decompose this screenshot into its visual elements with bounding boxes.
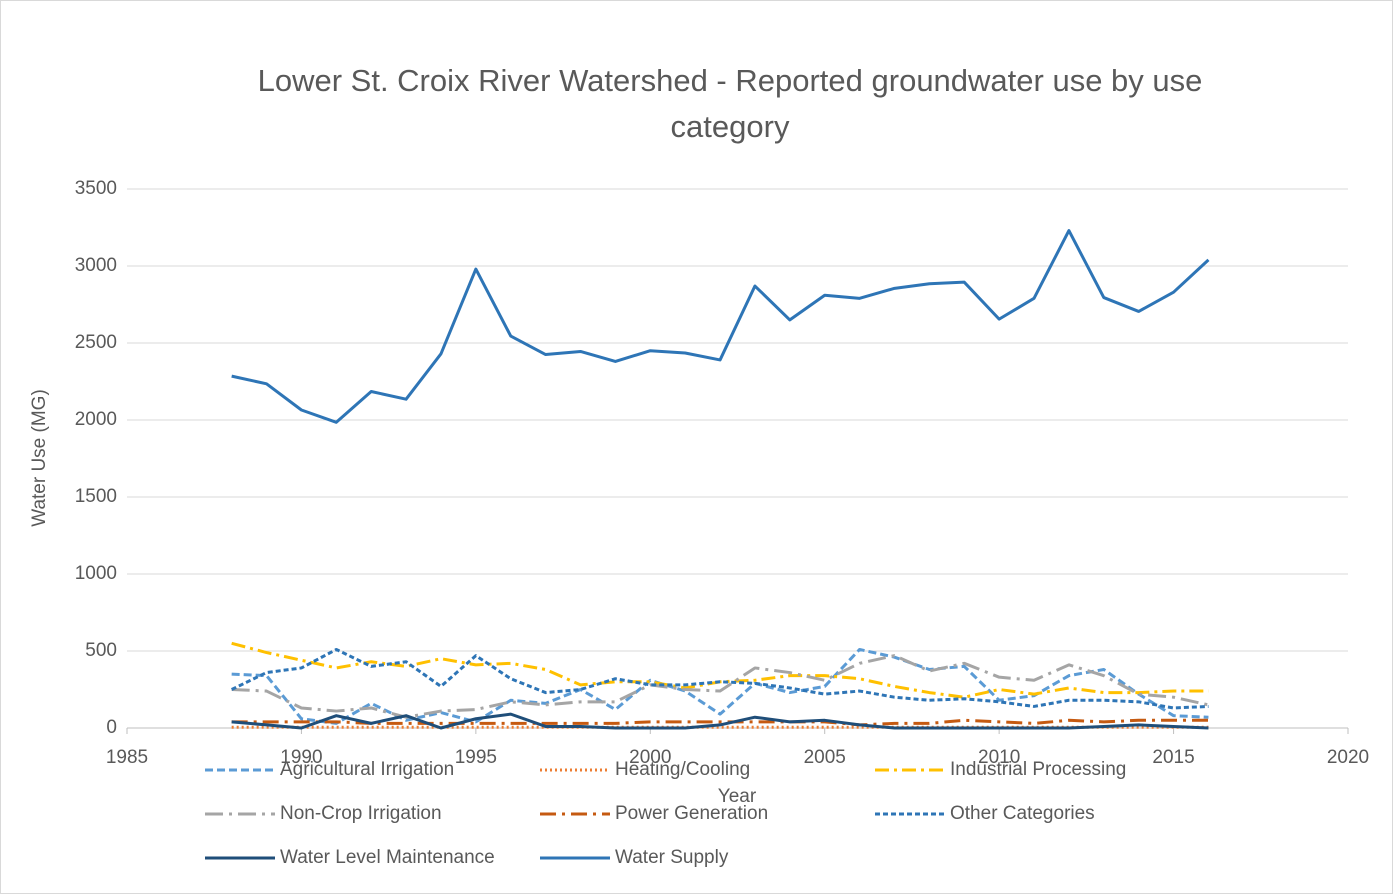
x-axis-title: Year	[718, 786, 757, 807]
legend-label: Water Level Maintenance	[280, 847, 495, 868]
legend-label: Power Generation	[615, 803, 768, 824]
x-tick-label: 1990	[280, 747, 322, 768]
series-line	[231, 654, 1209, 719]
legend-label: Other Categories	[950, 803, 1095, 824]
series-line	[231, 712, 1209, 730]
y-axis-title: Water Use (MG)	[29, 389, 50, 527]
x-tick-label: 2020	[1327, 747, 1369, 768]
legend-label: Heating/Cooling	[615, 759, 750, 780]
x-tick-label: 2005	[804, 747, 846, 768]
series-line	[231, 718, 1209, 727]
y-tick-label: 3000	[75, 255, 117, 276]
x-tick-label: 1995	[455, 747, 497, 768]
y-tick-label: 500	[85, 640, 117, 661]
y-tick-label: 3500	[75, 178, 117, 199]
y-tick-label: 2500	[75, 332, 117, 353]
legend-label: Water Supply	[615, 847, 729, 868]
series-line	[231, 647, 1209, 710]
legend-label: Non-Crop Irrigation	[280, 803, 442, 824]
legend-label: Agricultural Irrigation	[280, 759, 454, 780]
chart-title: Lower St. Croix River Watershed - Report…	[257, 63, 1203, 144]
series-line	[231, 229, 1210, 424]
legend-label: Industrial Processing	[950, 759, 1126, 780]
x-tick-label: 2010	[978, 747, 1020, 768]
y-tick-label: 1500	[75, 486, 117, 507]
x-tick-label: 2015	[1152, 747, 1194, 768]
x-tick-label: 1985	[106, 747, 148, 768]
x-tick-label: 2000	[629, 747, 671, 768]
y-tick-label: 0	[106, 717, 117, 738]
series-line	[231, 647, 1209, 725]
y-tick-label: 1000	[75, 563, 117, 584]
y-tick-label: 2000	[75, 409, 117, 430]
